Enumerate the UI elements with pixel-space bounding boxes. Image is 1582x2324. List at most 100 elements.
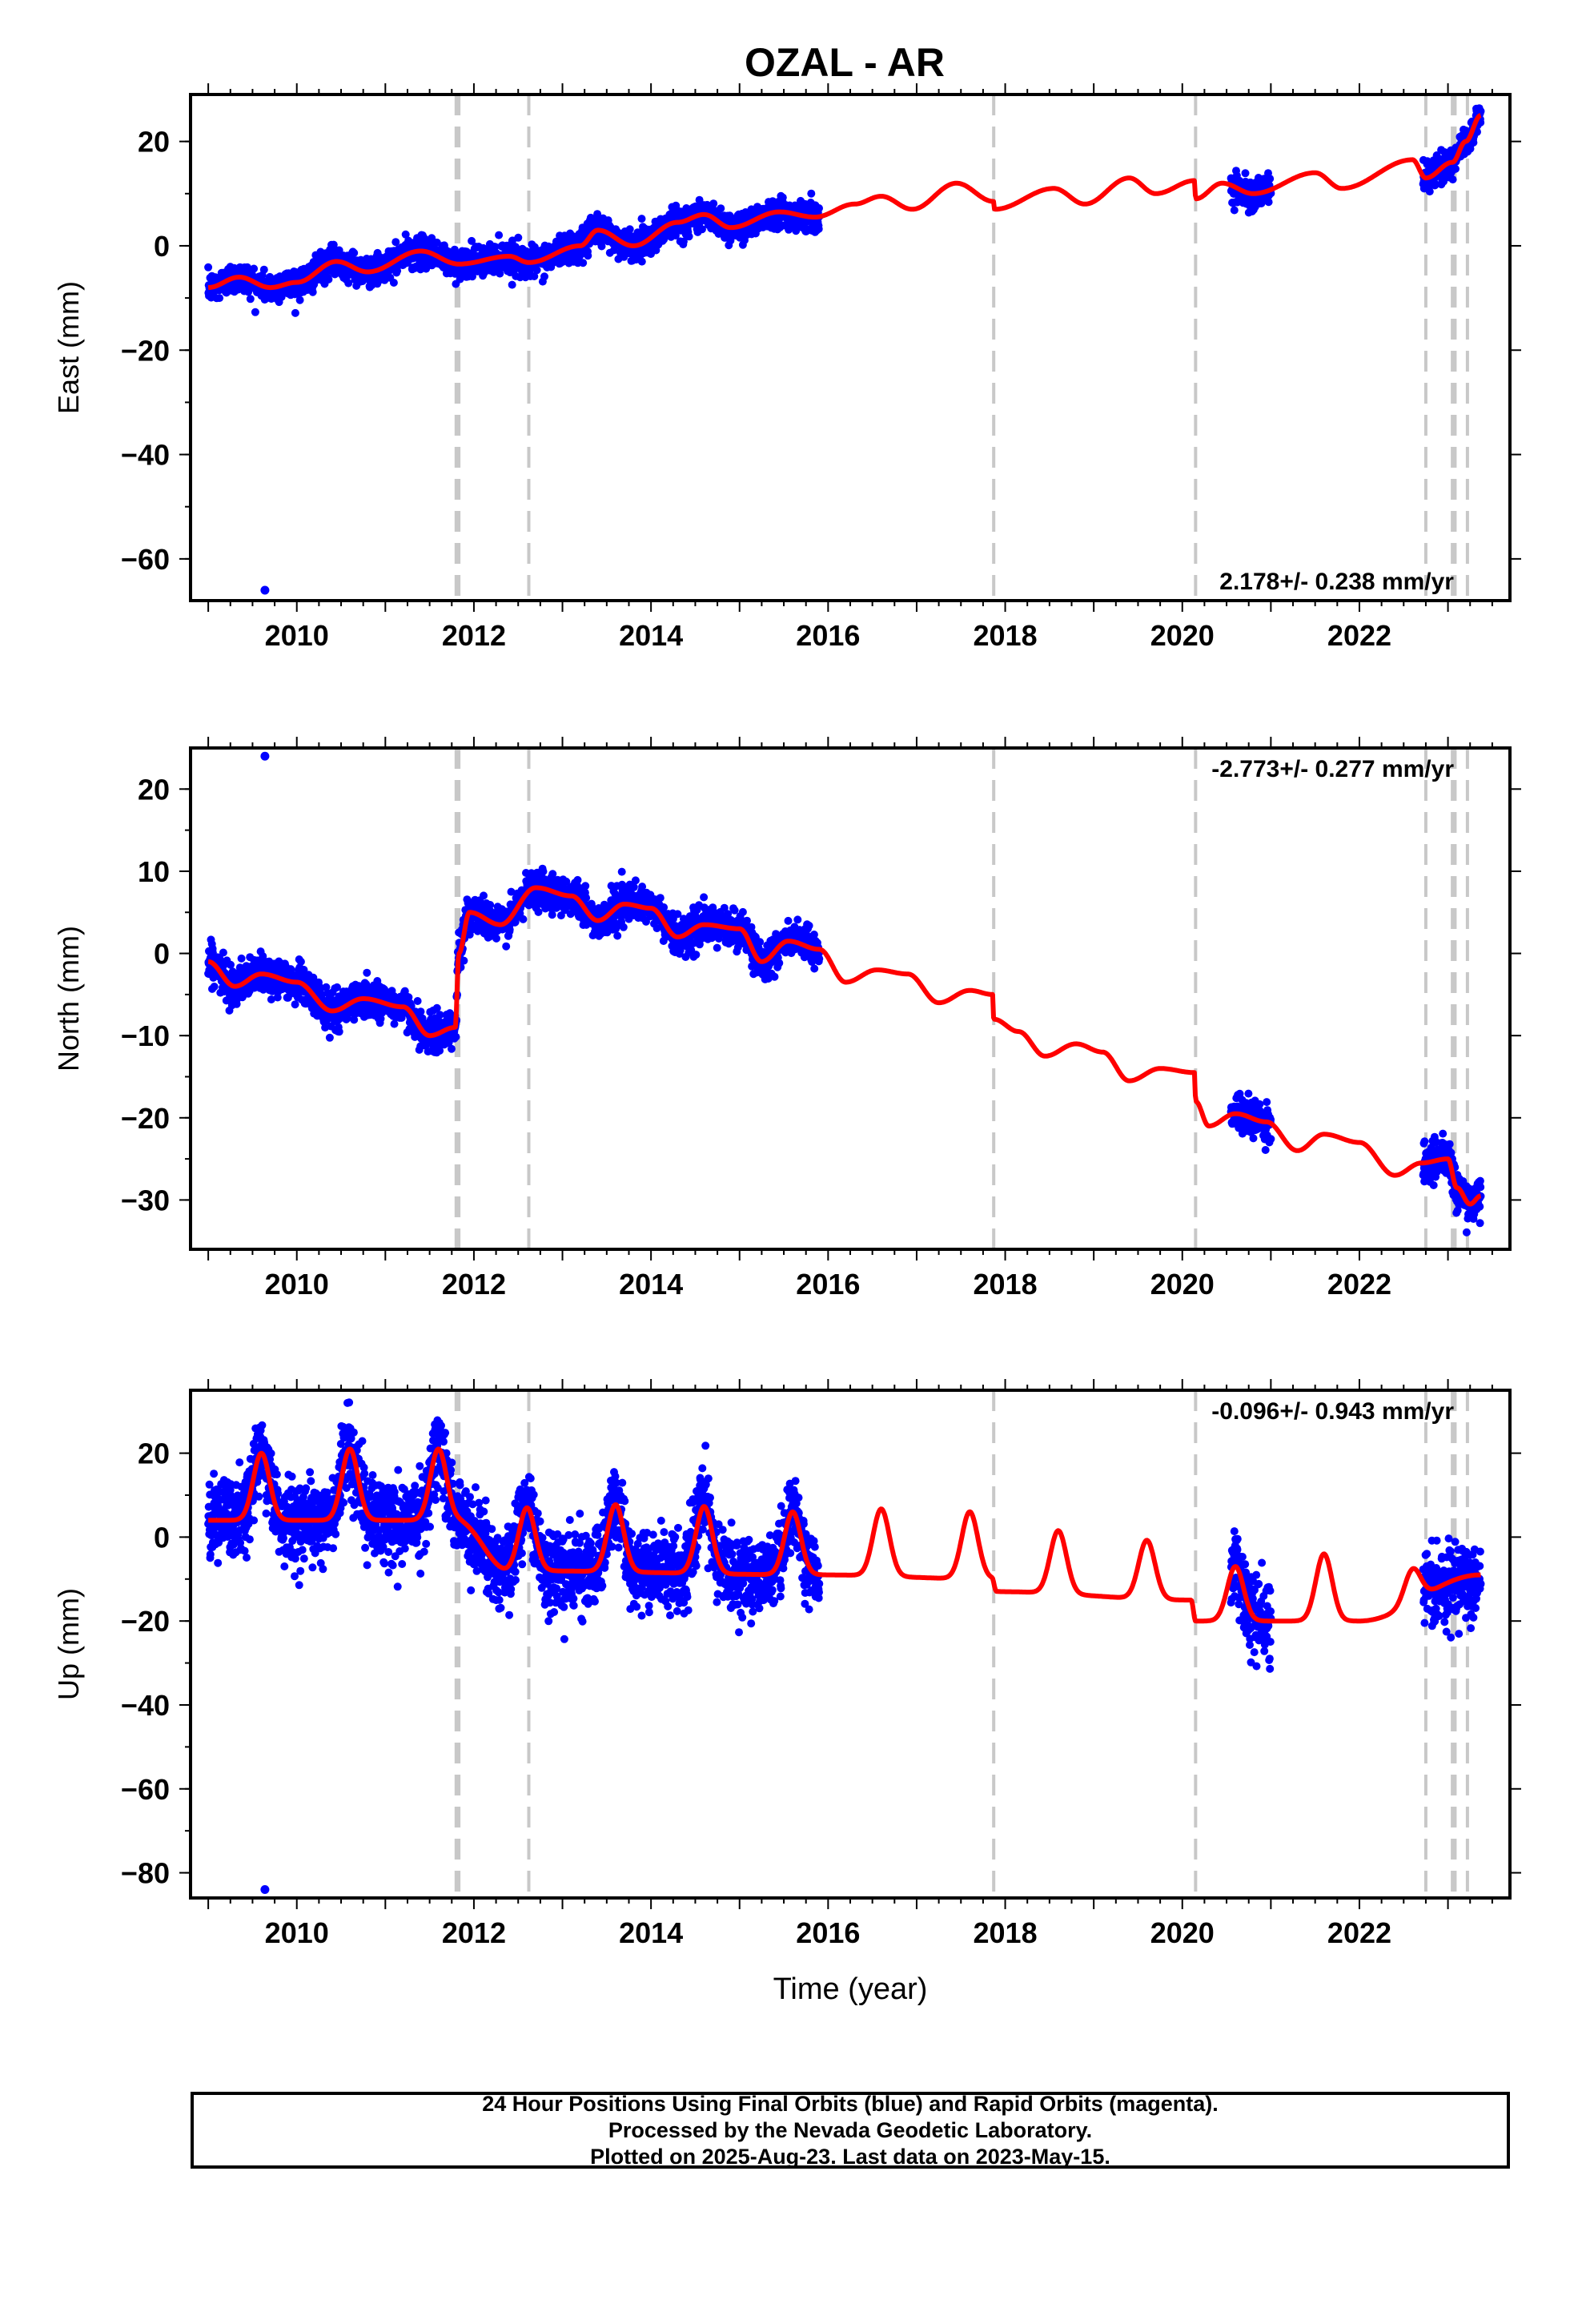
- north-point: [291, 1000, 299, 1009]
- north-point: [548, 911, 556, 919]
- east-ytick-label: 0: [154, 230, 170, 263]
- east-point: [814, 224, 823, 233]
- north-point: [219, 948, 227, 957]
- east-point: [679, 237, 688, 246]
- east-point: [508, 280, 516, 289]
- east-point: [259, 265, 268, 274]
- east-ytick-label: −20: [121, 334, 170, 367]
- east-point: [792, 227, 801, 235]
- east-point: [698, 225, 706, 234]
- east-point: [1425, 187, 1434, 196]
- east-point: [1452, 164, 1460, 173]
- east-point: [295, 296, 304, 304]
- north-point: [227, 960, 235, 969]
- east-y-ticks: [179, 140, 1521, 560]
- north-point: [492, 934, 500, 943]
- north-point: [534, 907, 543, 916]
- north-point: [296, 957, 305, 966]
- east-frame: [189, 93, 1512, 602]
- north-point: [448, 1044, 456, 1053]
- east-point: [215, 294, 224, 303]
- east-point: [597, 242, 606, 251]
- east-point: [584, 251, 592, 260]
- north-point: [581, 882, 590, 891]
- east-point: [778, 193, 787, 202]
- east-xtick-label: 2014: [619, 619, 683, 652]
- east-point: [1264, 198, 1273, 207]
- east-plot-area: [204, 94, 1485, 601]
- east-y-axis-label: East (mm): [52, 281, 85, 414]
- east-point: [540, 272, 548, 281]
- east-point: [204, 263, 213, 271]
- north-point: [267, 995, 275, 1003]
- east-point: [815, 204, 823, 212]
- east-point: [389, 279, 398, 287]
- east-point: [709, 199, 718, 208]
- east-point: [291, 308, 299, 317]
- north-point: [631, 876, 640, 885]
- north-point: [519, 915, 528, 923]
- north-point: [619, 923, 628, 931]
- east-point: [637, 215, 646, 223]
- north-point: [502, 942, 511, 951]
- north-data-points: [204, 864, 1485, 1236]
- east-point: [625, 225, 634, 234]
- east-point: [1476, 107, 1485, 115]
- east-point: [350, 248, 359, 257]
- east-point: [1431, 180, 1440, 189]
- panel-north: 2010 2012 2014 2016 2018 2020 202220100−10−20−…: [52, 737, 1521, 1301]
- east-point: [1266, 175, 1275, 183]
- east-model-curve: [207, 113, 1483, 291]
- east-point: [250, 264, 259, 273]
- east-outlier-0: [260, 585, 270, 595]
- north-point: [617, 867, 626, 876]
- east-data-points: [204, 104, 1485, 317]
- east-point: [324, 275, 333, 283]
- east-point: [1466, 144, 1475, 153]
- east-point: [1469, 139, 1478, 147]
- north-point: [325, 1033, 334, 1042]
- north-point: [363, 968, 371, 977]
- north-point: [656, 894, 665, 903]
- east-point: [495, 231, 504, 239]
- east-point: [401, 230, 410, 239]
- east-point: [514, 233, 523, 242]
- east-point: [637, 257, 646, 266]
- north-point: [539, 867, 548, 876]
- east-point: [246, 295, 255, 304]
- north-point: [237, 954, 246, 963]
- east-point: [344, 279, 353, 287]
- east-xtick-label: 2012: [442, 619, 506, 652]
- east-point: [1230, 206, 1239, 215]
- east-point: [593, 210, 602, 219]
- north-point: [413, 997, 422, 1005]
- east-xtick-label: 2018: [974, 619, 1038, 652]
- chart-title: OZAL - AR: [745, 40, 945, 85]
- east-point: [491, 243, 500, 251]
- east-xtick-label: 2016: [796, 619, 860, 652]
- north-point: [273, 993, 282, 1002]
- east-ytick-label: 20: [138, 126, 170, 159]
- north-point: [210, 983, 219, 991]
- east-point: [532, 266, 541, 275]
- east-point: [308, 287, 317, 296]
- north-point: [259, 952, 267, 960]
- north-point: [460, 956, 468, 965]
- east-xtick-label: 2022: [1327, 619, 1391, 652]
- north-point: [582, 894, 591, 903]
- north-point: [416, 1007, 425, 1016]
- east-rate-label: 2.178+/- 0.238 mm/yr: [1219, 569, 1454, 595]
- east-point: [807, 189, 816, 198]
- north-point: [613, 931, 622, 940]
- east-xtick-label: 2020: [1150, 619, 1215, 652]
- east-point: [1241, 169, 1250, 178]
- east-point: [685, 232, 693, 241]
- east-x-ticks: [207, 83, 1493, 612]
- east-point: [579, 259, 588, 267]
- east-xtick-label: 2010: [265, 619, 329, 652]
- north-point: [480, 891, 488, 900]
- north-point: [452, 1032, 460, 1041]
- east-ytick-label: −40: [121, 439, 170, 472]
